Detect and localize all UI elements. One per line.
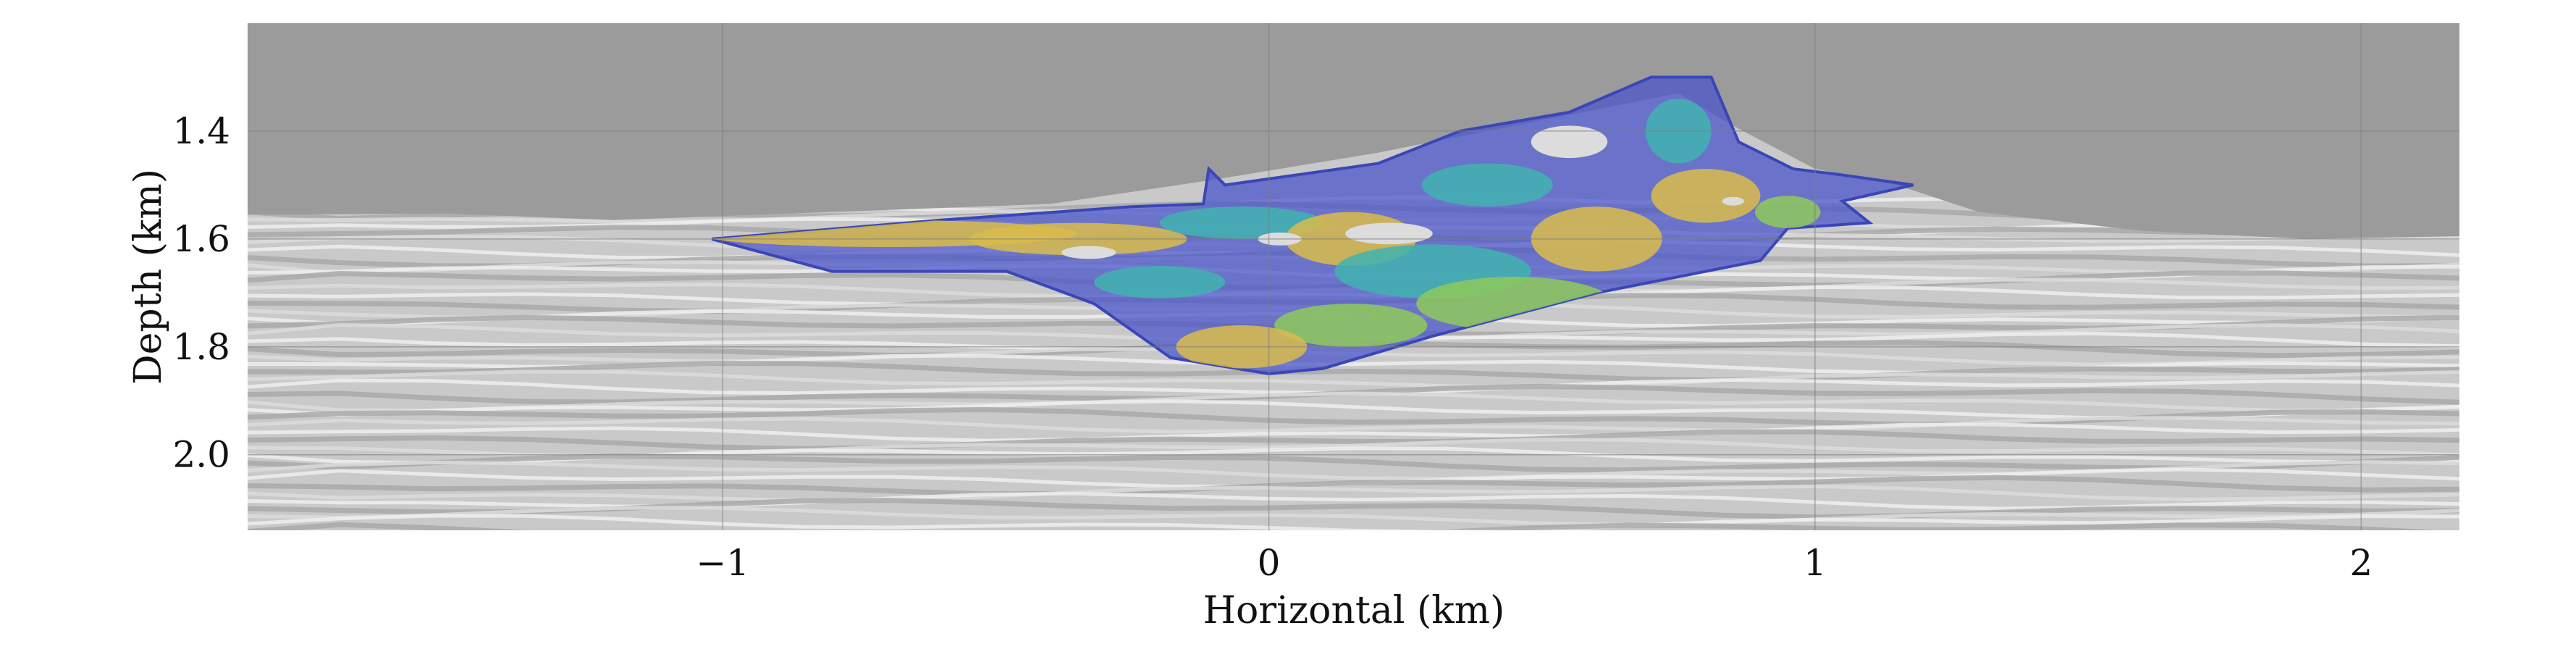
seismic-reflector [248, 546, 2459, 562]
x-tick-label: −1 [696, 542, 749, 584]
overlay-hole [1531, 125, 1608, 159]
seismic-reflector [248, 484, 2459, 503]
x-tick-label: 1 [1803, 542, 1827, 584]
seismic-reflector [248, 514, 2459, 530]
y-axis-ticks: 1.4 1.6 1.8 2.0 [172, 110, 230, 476]
overlay-hole [1061, 246, 1116, 259]
seismic-reflector [248, 416, 2459, 434]
overlay-patch [1094, 266, 1226, 298]
seismic-reflector [248, 406, 2459, 427]
x-tick-label: 0 [1258, 542, 1281, 584]
y-tick-label: 1.4 [172, 110, 230, 152]
overlay-patch [1274, 304, 1428, 347]
seismic-reflector [248, 538, 2459, 555]
y-tick-label: 2.0 [172, 434, 230, 476]
seismic-reflector [248, 553, 2459, 569]
overlay-patch [1651, 169, 1761, 223]
overlay-patch [1754, 196, 1821, 228]
x-axis-title: Horizontal (km) [1203, 589, 1505, 632]
x-axis-ticks: −1 0 1 2 [696, 542, 2373, 584]
seismic-reflector [248, 391, 2459, 413]
seismic-reflector [1415, 529, 1517, 530]
y-tick-label: 1.6 [172, 218, 230, 260]
overlay-hole [1722, 196, 1744, 206]
x-tick-label: 2 [2349, 542, 2373, 584]
seismic-reflector [248, 506, 2459, 527]
grid-lines [248, 23, 2459, 530]
seismic-reflector [248, 454, 2459, 473]
seismic-reflector [248, 369, 2459, 389]
seismic-reflector [248, 522, 2440, 530]
overlay-patch [1421, 163, 1553, 207]
y-axis-title: Depth (km) [127, 169, 170, 385]
plot-area [248, 23, 2459, 569]
seismic-reflector [248, 429, 2459, 451]
overlay-patch [1159, 206, 1323, 239]
seismic-reflector [248, 475, 2459, 497]
overlay-hole [1345, 222, 1433, 245]
seismic-reflector [248, 422, 2459, 443]
seismic-reflector [248, 361, 2459, 383]
y-tick-label: 1.8 [172, 326, 230, 368]
